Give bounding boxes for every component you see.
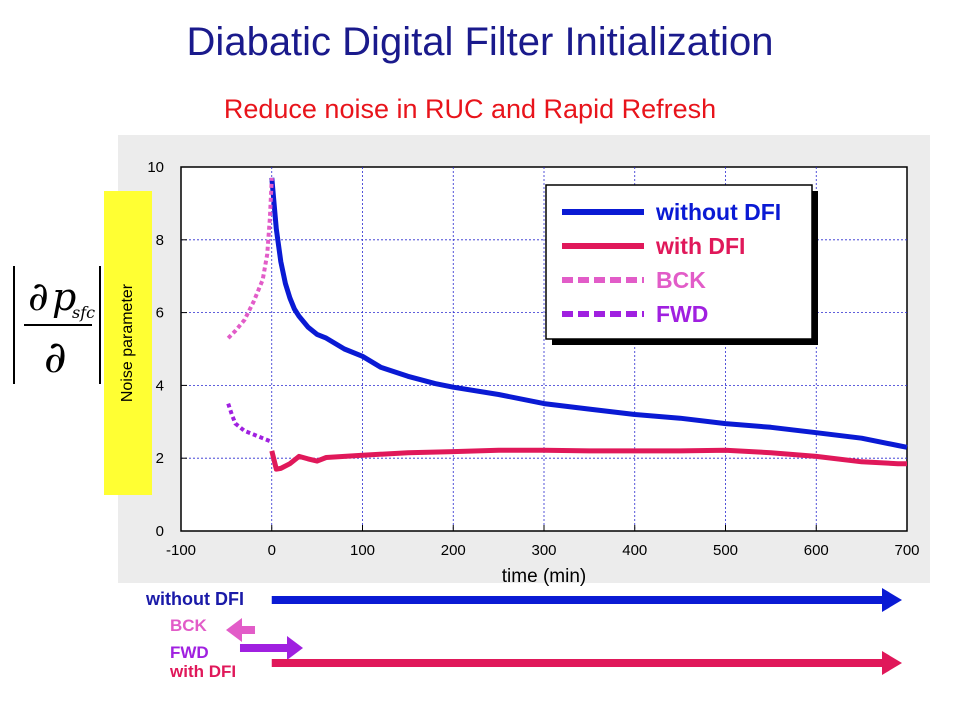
x-axis-label: time (min) — [502, 566, 586, 587]
numerator-partial: ∂ — [28, 274, 49, 320]
series-group — [226, 177, 908, 472]
y-tick-label: 4 — [156, 377, 164, 394]
timeline-arrow-head — [882, 651, 902, 675]
x-tick-label: 600 — [804, 542, 829, 559]
timeline-arrow-head — [226, 618, 242, 642]
legend: without DFI with DFI BCK FWD — [545, 184, 818, 345]
series-line-fwd — [226, 402, 273, 444]
y-tick-label: 10 — [147, 159, 164, 176]
x-tick-label: 700 — [894, 542, 919, 559]
y-tick-label: 0 — [156, 523, 164, 540]
y-tick-label: 8 — [156, 232, 164, 249]
x-tick-label: 500 — [713, 542, 738, 559]
formula-dp-sfc-dt: ∂ p sfc ∂ — [13, 266, 101, 384]
timeline-label-fwd: FWD — [170, 643, 209, 662]
x-tick-label: -100 — [166, 542, 196, 559]
legend-label: without DFI — [655, 199, 781, 225]
numerator-sub: sfc — [72, 303, 95, 322]
slide-title: Diabatic Digital Filter Initialization — [186, 20, 774, 64]
timeline-arrow-head — [882, 588, 902, 612]
timeline-arrow-body — [242, 626, 255, 634]
x-tick-label: 400 — [622, 542, 647, 559]
series-line-bck — [226, 177, 274, 340]
timeline-arrows — [226, 588, 902, 675]
legend-label: FWD — [656, 301, 708, 327]
ylabel-highlight-box — [104, 191, 152, 495]
x-tick-label: 200 — [441, 542, 466, 559]
slide-subtitle: Reduce noise in RUC and Rapid Refresh — [223, 94, 717, 124]
x-tick-label: 0 — [268, 542, 276, 559]
denominator-partial: ∂ — [44, 332, 67, 383]
y-tick-label: 6 — [156, 305, 164, 322]
x-tick-label: 300 — [531, 542, 556, 559]
legend-label: with DFI — [655, 233, 745, 259]
timeline-label-with: with DFI — [170, 662, 237, 681]
timeline-arrow-body — [271, 659, 882, 667]
legend-label: BCK — [656, 267, 706, 293]
numerator-var: p — [52, 275, 76, 319]
timeline-arrow-body — [239, 644, 287, 652]
timeline-label-without: without DFI — [146, 589, 244, 609]
series-line-with-dfi — [269, 447, 907, 472]
series-line-without-dfi — [269, 177, 908, 450]
y-tick-label: 2 — [156, 450, 164, 467]
timeline-arrow-head — [287, 636, 303, 660]
x-tick-label: 100 — [350, 542, 375, 559]
timeline-label-bck: BCK — [170, 616, 207, 635]
timeline-arrow-body — [271, 596, 882, 604]
